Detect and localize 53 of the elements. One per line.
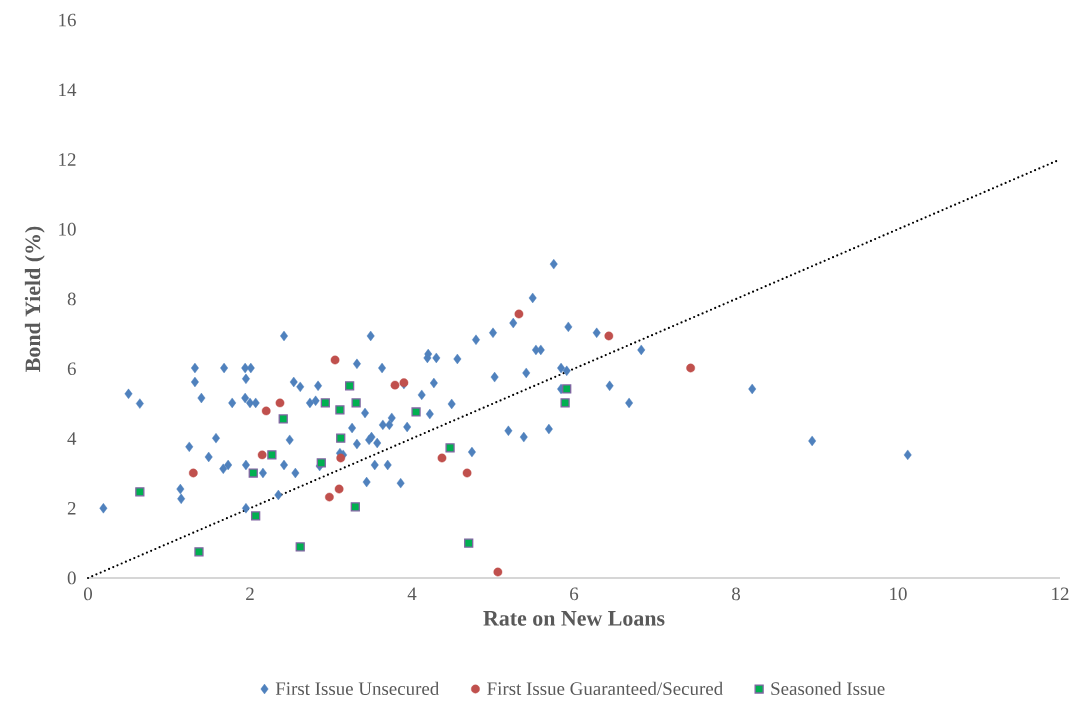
point (336, 433, 346, 443)
point (275, 398, 285, 408)
point (248, 468, 258, 478)
y-tick-label: 12 (59, 153, 76, 166)
y-tick-label: 2 (67, 501, 76, 515)
legend-label: Seasoned Issue (771, 681, 885, 696)
point (188, 468, 198, 478)
point (330, 355, 340, 365)
point (411, 407, 421, 417)
point (257, 450, 267, 460)
x-tick-label: 8 (732, 587, 741, 601)
point (334, 484, 344, 494)
y-tick-label: 4 (67, 432, 77, 445)
point (345, 381, 355, 391)
point (445, 443, 455, 453)
x-tick-label: 0 (84, 587, 93, 601)
point (335, 405, 345, 415)
legend-label: First Issue Unsecured (275, 681, 440, 696)
x-tick-label: 6 (570, 587, 579, 601)
point (390, 380, 400, 390)
point (320, 398, 330, 408)
point (194, 547, 204, 557)
point (295, 542, 305, 552)
x-axis-title: Rate on New Loans (483, 611, 665, 626)
legend-label: First Issue Guaranteed/Secured (487, 681, 723, 696)
point (351, 398, 361, 408)
point (686, 363, 696, 373)
y-tick-label: 0 (67, 571, 76, 585)
x-tick-label: 2 (246, 587, 254, 601)
point (267, 450, 277, 460)
point (350, 502, 360, 512)
y-tick-label: 6 (67, 362, 76, 376)
x-tick-label: 10 (890, 587, 907, 601)
point (514, 309, 524, 319)
point (604, 331, 614, 341)
point (251, 511, 261, 521)
point (464, 538, 474, 548)
point (261, 406, 271, 416)
point (437, 453, 447, 463)
point (316, 458, 326, 468)
y-tick-label: 16 (59, 13, 76, 27)
y-axis-title: Bond Yield (%) (24, 226, 45, 372)
y-tick-label: 8 (67, 292, 76, 306)
point (278, 414, 288, 424)
point (560, 398, 570, 408)
x-tick-label: 12 (1052, 587, 1069, 601)
point (493, 567, 503, 577)
x-tick-label: 4 (407, 587, 417, 600)
y-tick-label: 10 (59, 222, 76, 236)
point (462, 468, 472, 478)
y-tick-label: 14 (59, 83, 77, 96)
point (135, 487, 145, 497)
point (325, 492, 334, 502)
